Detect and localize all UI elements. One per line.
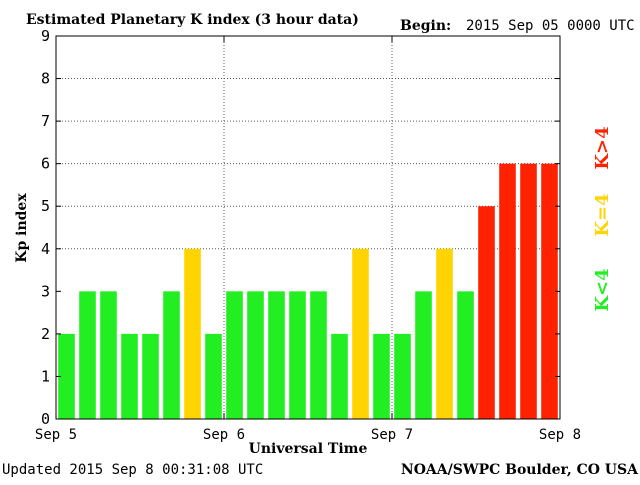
legend-low: K<4 <box>592 268 613 311</box>
kp-bar <box>205 333 222 419</box>
y-tick-labels: 0 1 2 3 4 5 6 7 8 9 <box>41 27 50 428</box>
kp-bar <box>310 291 327 419</box>
y-tick-label: 3 <box>41 282 50 300</box>
kp-bar <box>415 291 432 419</box>
y-axis-label: Kp index <box>14 193 30 263</box>
x-axis-label: Universal Time <box>249 441 368 457</box>
y-tick-label: 4 <box>41 240 50 258</box>
x-tick-labels: Sep 5 Sep 6 Sep 7 Sep 8 <box>35 427 581 443</box>
x-tick-label: Sep 6 <box>203 427 245 443</box>
legend-high: K>4 <box>592 126 613 169</box>
kp-bar <box>331 333 348 419</box>
updated-timestamp: Updated 2015 Sep 8 00:31:08 UTC <box>2 462 263 478</box>
y-tick-label: 0 <box>41 410 50 428</box>
kp-bar <box>478 206 495 419</box>
axes <box>55 35 561 420</box>
kp-bar <box>247 291 264 419</box>
kp-bar <box>373 333 390 419</box>
kp-bar <box>394 333 411 419</box>
x-tick-label: Sep 8 <box>539 427 581 443</box>
kp-bar <box>352 248 369 419</box>
kp-bar <box>226 291 243 419</box>
begin-label: Begin: <box>400 18 451 34</box>
y-tick-label: 2 <box>41 325 50 343</box>
y-tick-label: 7 <box>41 112 50 130</box>
x-tick-label: Sep 5 <box>35 427 77 443</box>
kp-bar <box>289 291 306 419</box>
kp-bar <box>541 163 558 419</box>
x-tick-label: Sep 7 <box>371 427 413 443</box>
legend-mid: K=4 <box>592 193 613 236</box>
kp-bar <box>58 333 75 419</box>
y-tick-label: 8 <box>41 70 50 88</box>
credit-text: NOAA/SWPC Boulder, CO USA <box>401 462 639 478</box>
kp-bar <box>457 291 474 419</box>
plot-frame <box>55 35 561 420</box>
y-tick-label: 1 <box>41 367 50 385</box>
grid-lines <box>56 36 560 419</box>
kp-bar <box>79 291 96 419</box>
y-tick-label: 5 <box>41 197 50 215</box>
kp-bar <box>163 291 180 419</box>
kp-bar <box>142 333 159 419</box>
kp-bar <box>100 291 117 419</box>
begin-value: 2015 Sep 05 0000 UTC <box>466 18 635 34</box>
y-tick-label: 9 <box>41 27 50 45</box>
kp-bar <box>121 333 138 419</box>
bars <box>58 163 558 419</box>
kp-bar <box>184 248 201 419</box>
kp-bar <box>268 291 285 419</box>
kp-bar <box>520 163 537 419</box>
kp-bar <box>436 248 453 419</box>
kp-bar <box>499 163 516 419</box>
y-tick-label: 6 <box>41 155 50 173</box>
chart-title: Estimated Planetary K index (3 hour data… <box>26 12 359 28</box>
